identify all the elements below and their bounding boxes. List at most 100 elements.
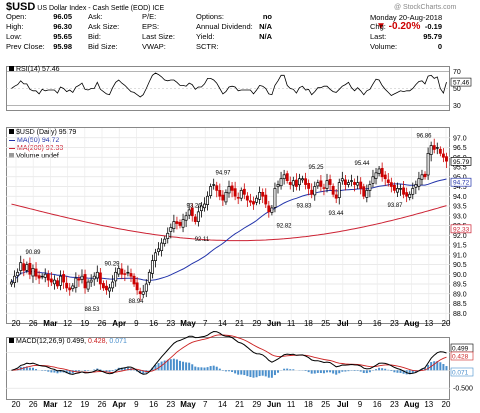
candle-body: [276, 184, 280, 188]
price-x-tick-label: Jun: [267, 319, 281, 328]
price-x-tick-label: Aug: [404, 319, 420, 328]
macd-histogram-bar: [44, 370, 47, 371]
candle-body: [172, 221, 176, 229]
candle-body: [150, 260, 154, 274]
candle-body: [389, 182, 393, 187]
col1-label: Low:: [6, 32, 22, 41]
symbol-name: US Dollar Index - Cash Settle (EOD) ICE: [37, 5, 165, 12]
macd-histogram-bar: [445, 366, 448, 371]
candle-body: [83, 274, 87, 289]
candle-body: [199, 205, 203, 212]
candle-body: [408, 193, 412, 198]
candle-body: [242, 188, 246, 195]
col2-label: Ask Size:: [88, 22, 120, 31]
col3-label: Last Size:: [142, 32, 175, 41]
ma200-legend-swatch: [9, 147, 15, 149]
macd-histogram-bar: [185, 362, 188, 371]
candle-body: [383, 174, 387, 180]
candle-body: [377, 168, 381, 174]
candle-body: [288, 182, 292, 185]
candle-body: [267, 205, 271, 213]
macd-histogram-bar: [126, 367, 129, 371]
price-y-tick-label: 97.0: [453, 135, 467, 142]
candle-body: [28, 262, 32, 275]
macd-histogram-bar: [114, 369, 117, 371]
candle-body: [301, 178, 304, 181]
macd-right-tag: 0.428: [452, 354, 469, 361]
macd-histogram-bar: [188, 362, 191, 371]
price-x-tick-label: 23: [390, 319, 399, 328]
macd-histogram-bar: [133, 369, 136, 371]
macd-histogram-bar: [224, 370, 227, 372]
macd-histogram-bar: [436, 361, 439, 371]
price-x-tick-label: 14: [218, 319, 227, 328]
macd-histogram-bar: [399, 370, 402, 373]
col1-label: Open:: [6, 12, 27, 21]
macd-histogram-bar: [206, 367, 209, 371]
candle-body: [89, 279, 93, 283]
macd-histogram-bar: [31, 367, 34, 371]
candle-body: [310, 189, 314, 195]
macd-histogram-bar: [338, 370, 341, 374]
candle-body: [52, 279, 56, 285]
macd-histogram-bar: [84, 370, 87, 372]
macd-histogram-bar: [22, 366, 25, 371]
price-x-tick-label: 25: [321, 319, 330, 328]
rsi-y-tick-label: 70: [453, 69, 461, 76]
macd-histogram-bar: [209, 366, 212, 371]
price-x-tick-label: 11: [287, 319, 296, 328]
candle-body: [371, 176, 375, 184]
candle-body: [209, 186, 213, 197]
macd-histogram-bar: [65, 370, 68, 374]
candle-body: [117, 268, 121, 275]
candle-body: [258, 192, 262, 200]
macd-histogram-bar: [172, 358, 175, 371]
price-right-tag: 94.72: [453, 180, 470, 187]
price-x-tick-label: 20: [12, 319, 21, 328]
macd-histogram-bar: [411, 370, 414, 374]
price-y-tick-label: 95.0: [453, 174, 467, 181]
ma50-legend-label: MA(50) 94.72: [17, 137, 60, 144]
candle-body: [304, 178, 308, 185]
macd-x-tick-label: 12: [63, 400, 72, 409]
price-x-tick-label: 20: [442, 319, 451, 328]
macd-histogram-bar: [267, 370, 270, 378]
macd-histogram-bar: [178, 360, 181, 371]
price-y-tick-label: 91.0: [453, 252, 467, 259]
macd-histogram-bar: [375, 369, 378, 371]
candle-body: [362, 186, 366, 197]
rsi-y-tick-label: 30: [453, 103, 461, 110]
candle-body: [350, 180, 353, 182]
rsi-legend-label: RSI(14) 57.46: [16, 66, 60, 73]
macd-histogram-bar: [433, 361, 436, 371]
candle-body: [71, 285, 75, 290]
macd-x-tick-label: 16: [373, 400, 382, 409]
macd-x-tick-label: 21: [235, 400, 244, 409]
macd-x-tick-label: Aug: [404, 400, 420, 409]
candle-body: [187, 209, 191, 216]
macd-x-tick-label: 9: [134, 400, 139, 409]
price-annotation: 92.82: [276, 223, 292, 229]
macd-histogram-bar: [319, 370, 322, 374]
macd-histogram-bar: [53, 370, 56, 373]
candle-body: [227, 186, 231, 194]
macd-histogram-bar: [108, 370, 111, 372]
candle-body: [233, 188, 237, 197]
rsi-right-tag: 57.46: [453, 80, 470, 87]
ma200-legend-label: MA(200) 92.33: [17, 145, 64, 152]
candle-body: [319, 180, 323, 187]
candle-body: [221, 194, 225, 201]
col3-label: VWAP:: [142, 42, 166, 51]
candle-body: [126, 271, 130, 274]
macd-histogram-bar: [243, 370, 246, 376]
macd-histogram-bar: [378, 367, 381, 371]
price-annotation: 88.94: [128, 299, 144, 305]
candle-body: [62, 274, 66, 283]
macd-histogram-bar: [255, 370, 258, 378]
col3-label: P/E:: [142, 12, 157, 21]
candle-body: [105, 285, 108, 291]
macd-x-tick-label: 20: [12, 400, 21, 409]
macd-histogram-bar: [329, 370, 332, 373]
candle-body: [255, 197, 259, 203]
macd-x-tick-label: 9: [358, 400, 363, 409]
